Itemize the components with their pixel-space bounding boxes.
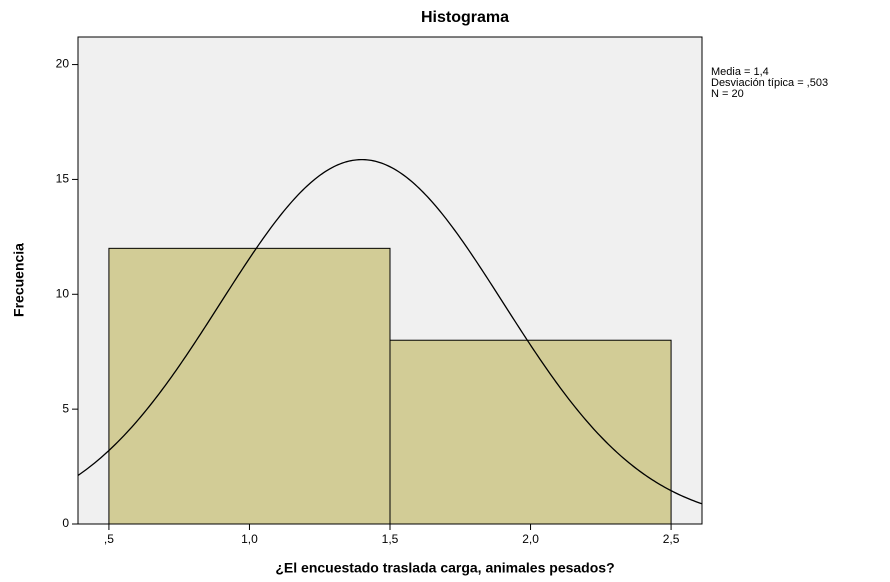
x-tick-label: 2,5 (663, 532, 680, 546)
y-tick-label: 0 (62, 516, 69, 530)
chart-title: Histograma (421, 9, 509, 26)
x-tick-label: 1,5 (382, 532, 399, 546)
y-tick-label: 5 (62, 401, 69, 415)
x-axis-label: ¿El encuestado traslada carga, animales … (275, 560, 614, 576)
y-tick-label: 20 (56, 57, 70, 71)
annotation: N = 20 (711, 88, 744, 100)
annotation: Desviación típica = ,503 (711, 77, 828, 89)
y-tick-label: 15 (56, 172, 70, 186)
bar (108, 247, 391, 525)
x-tick-label: ,5 (104, 532, 114, 546)
normal-curve (78, 158, 702, 505)
x-tick-label: 1,0 (241, 532, 258, 546)
x-tick-label: 2,0 (522, 532, 539, 546)
annotation: Media = 1,4 (711, 66, 769, 78)
bar (389, 339, 672, 525)
y-tick-label: 10 (56, 286, 70, 300)
y-axis-label: Frecuencia (11, 243, 27, 317)
